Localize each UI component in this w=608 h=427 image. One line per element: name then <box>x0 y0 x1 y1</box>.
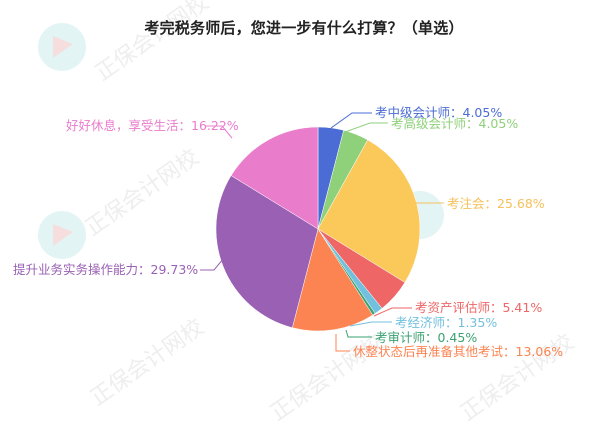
leader-lines <box>200 112 444 352</box>
watermark-logo-icon <box>38 23 86 71</box>
label-shenji: 考审计师：0.45% <box>375 330 478 345</box>
pie-slice <box>230 126 319 230</box>
watermark-logo <box>37 210 87 264</box>
label-xiuxi: 好好休息，享受生活：16.22% <box>66 118 239 133</box>
label-tisheng: 提升业务实务操作能力：29.73% <box>13 262 199 277</box>
chart-title: 考完税务师后，您进一步有什么打算？（单选） <box>144 19 464 37</box>
watermark-logo <box>37 22 87 76</box>
label-zhongji: 考中级会计师：4.05% <box>375 105 503 120</box>
watermark-logo-icon <box>38 211 86 259</box>
label-jingji: 考经济师：1.35% <box>395 315 498 330</box>
pie-chart <box>200 112 444 352</box>
pie-slice <box>292 228 374 332</box>
label-zhuhui: 考注会：25.68% <box>447 196 545 211</box>
label-zichanpinggu: 考资产评估师：5.41% <box>415 300 543 315</box>
label-gaoji: 考高级会计师：4.05% <box>391 116 519 131</box>
label-xiuzheng: 休整状态后再准备其他考试：13.06% <box>353 344 564 359</box>
pie-slices <box>215 126 421 332</box>
